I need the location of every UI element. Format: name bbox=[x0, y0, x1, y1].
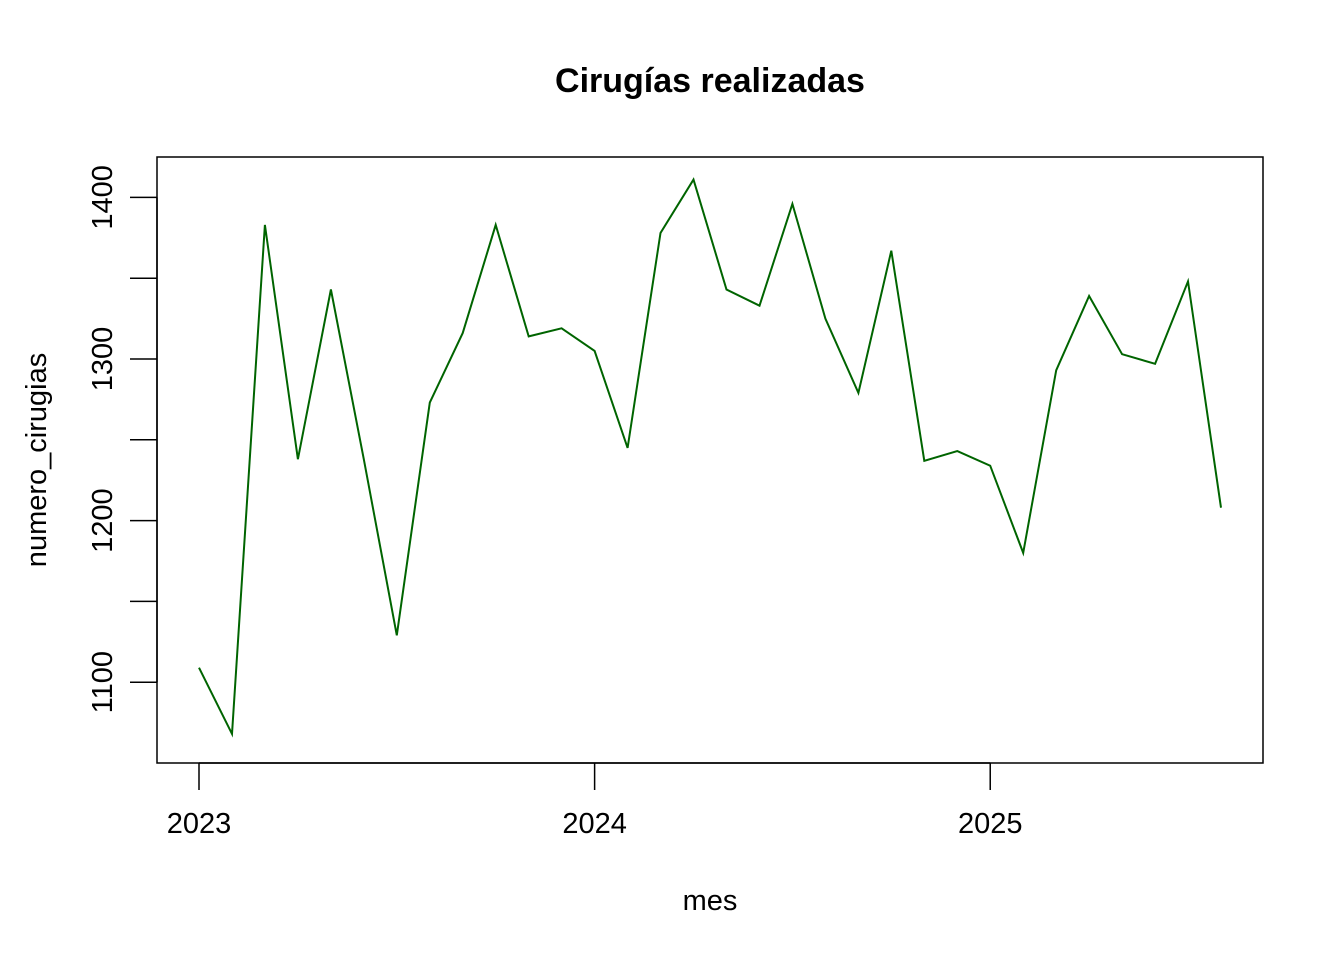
chart-title: Cirugías realizadas bbox=[555, 62, 865, 100]
y-axis-label: numero_cirugias bbox=[21, 353, 53, 567]
plot-frame bbox=[156, 156, 1264, 764]
y-tick-label: 1200 bbox=[87, 488, 119, 553]
series-layer bbox=[198, 177, 1222, 738]
x-tick-label: 2024 bbox=[562, 808, 627, 840]
x-axis-label: mes bbox=[683, 885, 738, 917]
y-axis: 1100 1200 1300 1400 bbox=[87, 165, 158, 713]
x-axis: 2023 2024 2025 bbox=[167, 762, 1023, 840]
x-tick-label: 2025 bbox=[958, 808, 1023, 840]
y-tick-label: 1300 bbox=[87, 327, 119, 392]
x-tick-label: 2023 bbox=[167, 808, 232, 840]
y-tick-label: 1100 bbox=[87, 651, 119, 713]
series-line bbox=[198, 177, 1222, 738]
y-tick-label: 1400 bbox=[87, 165, 119, 230]
